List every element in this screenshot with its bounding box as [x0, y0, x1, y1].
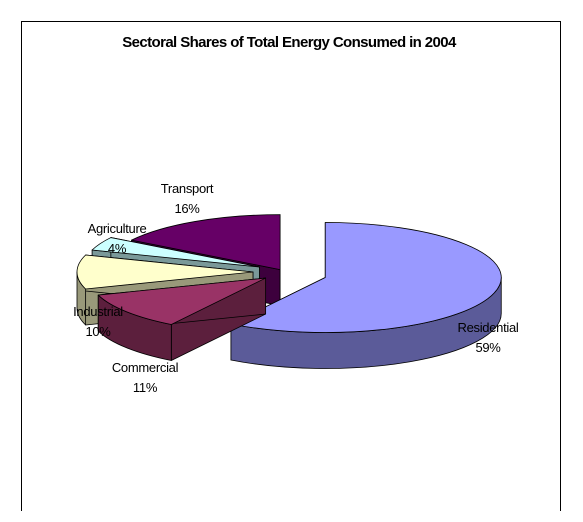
value-label-industrial: 10%: [85, 324, 111, 339]
slice-industrial: [76, 254, 254, 290]
value-label-agriculture: 4%: [108, 241, 127, 256]
slice-agriculture: [91, 237, 260, 268]
pie-slices: [76, 214, 502, 369]
label-industrial: Industrial: [73, 304, 123, 319]
slice-transport: [131, 214, 281, 271]
label-residential: Residential: [457, 320, 518, 335]
chart-title: Sectoral Shares of Total Energy Consumed…: [122, 34, 457, 51]
slice-residential: [230, 222, 502, 333]
value-label-residential: 59%: [475, 340, 501, 355]
value-label-transport: 16%: [174, 201, 200, 216]
value-label-commercial: 11%: [133, 380, 158, 395]
slice-commercial: [97, 277, 267, 325]
label-transport: Transport: [161, 181, 214, 196]
label-agriculture: Agriculture: [88, 221, 147, 236]
pie-labels: Residential 59% Commercial 11% Industrial 10%…: [73, 181, 519, 395]
label-commercial: Commercial: [112, 360, 179, 375]
